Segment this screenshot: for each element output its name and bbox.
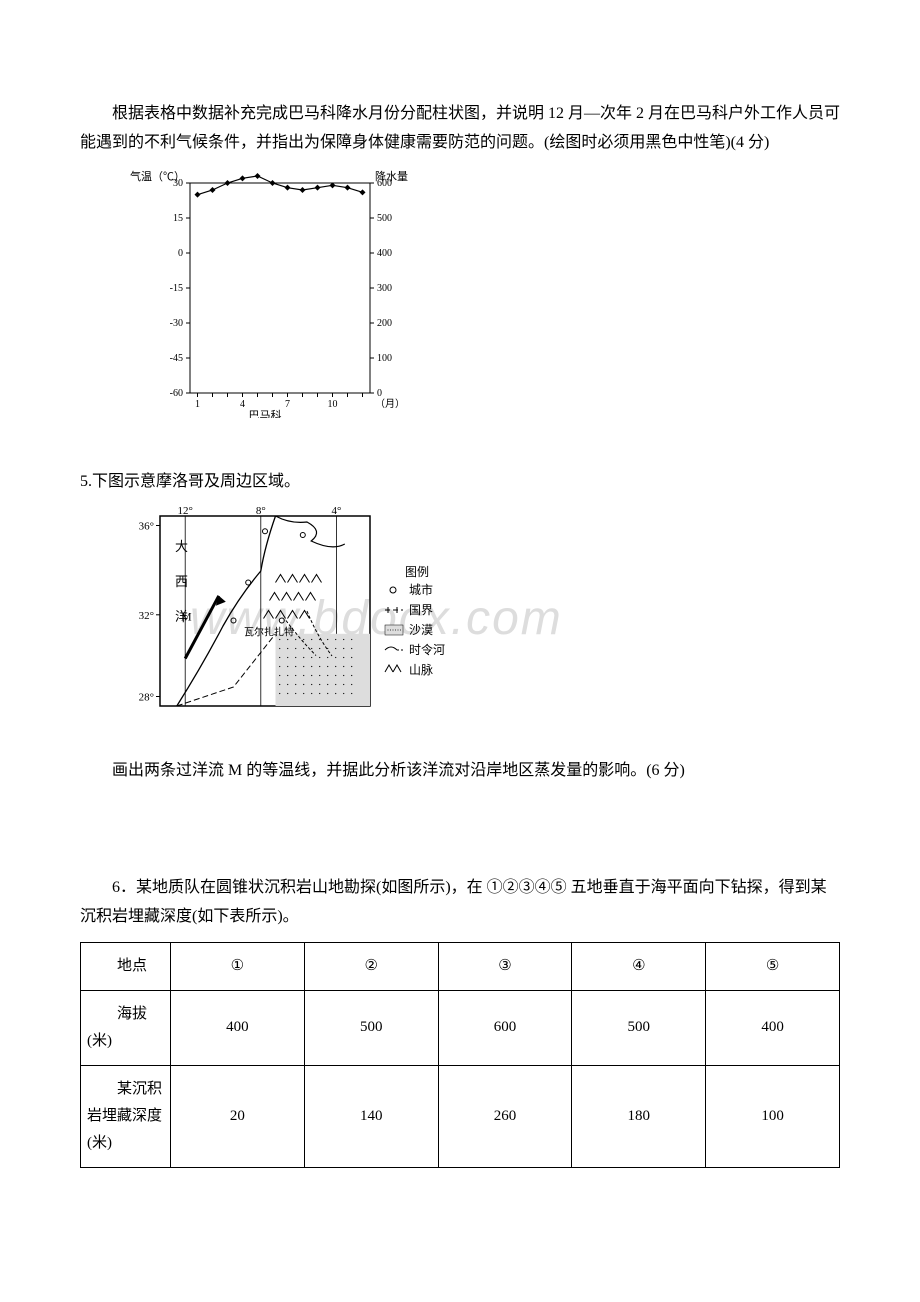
drill-table: 地点 ① ② ③ ④ ⑤ 海拔(米) 400 500 600 500 400 某… — [80, 942, 840, 1168]
svg-text:沙漠: 沙漠 — [409, 623, 433, 637]
svg-text:0: 0 — [377, 388, 382, 399]
cell: 400 — [706, 990, 840, 1065]
q5-intro: 5.下图示意摩洛哥及周边区域。 — [80, 468, 840, 497]
svg-text:-45: -45 — [170, 353, 183, 364]
svg-text:图例: 图例 — [405, 565, 429, 579]
cell: 260 — [438, 1065, 572, 1167]
svg-text:600: 600 — [377, 178, 392, 189]
table-row: 海拔(米) 400 500 600 500 400 — [81, 990, 840, 1065]
morocco-map-container: www.bdocx.com 12°8°4°36°32°28°大西洋M瓦尔扎扎特图… — [130, 506, 840, 737]
svg-text:30: 30 — [173, 178, 183, 189]
svg-text:32°: 32° — [139, 610, 154, 622]
svg-text:500: 500 — [377, 213, 392, 224]
svg-text:15: 15 — [173, 213, 183, 224]
svg-text:200: 200 — [377, 318, 392, 329]
svg-text:10: 10 — [328, 399, 338, 410]
table-row: 某沉积岩埋藏深度(米) 20 140 260 180 100 — [81, 1065, 840, 1167]
svg-text:7: 7 — [285, 399, 290, 410]
climate-chart-container: 气温（℃）降水量（mm）-60-45-30-150153001002003004… — [130, 168, 840, 418]
cell: 500 — [304, 990, 438, 1065]
svg-text:300: 300 — [377, 283, 392, 294]
svg-text:M: M — [181, 610, 192, 624]
svg-text:-15: -15 — [170, 283, 183, 294]
cell: 140 — [304, 1065, 438, 1167]
cell: ⑤ — [706, 942, 840, 990]
svg-text:-60: -60 — [170, 388, 183, 399]
cell: 500 — [572, 990, 706, 1065]
svg-text:100: 100 — [377, 353, 392, 364]
svg-text:36°: 36° — [139, 521, 154, 533]
table-row: 地点 ① ② ③ ④ ⑤ — [81, 942, 840, 990]
morocco-map: 12°8°4°36°32°28°大西洋M瓦尔扎扎特图例城市国界沙漠时令河山脉 — [130, 506, 490, 726]
cell: 400 — [171, 990, 305, 1065]
cell: 20 — [171, 1065, 305, 1167]
svg-text:28°: 28° — [139, 692, 154, 704]
q4-text: 根据表格中数据补充完成巴马科降水月份分配柱状图，并说明 12 月—次年 2 月在… — [80, 100, 840, 158]
cell-header: 某沉积岩埋藏深度(米) — [81, 1065, 171, 1167]
svg-text:4°: 4° — [331, 506, 341, 517]
q5-question: 画出两条过洋流 M 的等温线，并据此分析该洋流对沿岸地区蒸发量的影响。(6 分) — [80, 757, 840, 786]
cell: ③ — [438, 942, 572, 990]
cell: ② — [304, 942, 438, 990]
svg-text:（月）: （月） — [375, 398, 405, 410]
svg-text:西: 西 — [175, 574, 188, 589]
svg-text:大: 大 — [175, 539, 188, 554]
cell: 100 — [706, 1065, 840, 1167]
cell: ④ — [572, 942, 706, 990]
cell: ① — [171, 942, 305, 990]
svg-text:-30: -30 — [170, 318, 183, 329]
svg-text:瓦尔扎扎特: 瓦尔扎扎特 — [244, 626, 294, 639]
svg-text:1: 1 — [195, 399, 200, 410]
svg-text:山脉: 山脉 — [409, 662, 433, 677]
climate-chart: 气温（℃）降水量（mm）-60-45-30-150153001002003004… — [130, 168, 410, 418]
cell: 180 — [572, 1065, 706, 1167]
svg-text:400: 400 — [377, 248, 392, 259]
q6-text: 6．某地质队在圆锥状沉积岩山地勘探(如图所示)，在 ①②③④⑤ 五地垂直于海平面… — [80, 874, 840, 932]
svg-text:城市: 城市 — [409, 582, 433, 597]
cell: 600 — [438, 990, 572, 1065]
svg-text:4: 4 — [240, 399, 245, 410]
cell-header: 海拔(米) — [81, 990, 171, 1065]
svg-text:0: 0 — [178, 248, 183, 259]
svg-text:8°: 8° — [256, 506, 266, 517]
svg-text:12°: 12° — [177, 506, 192, 517]
svg-text:巴马科: 巴马科 — [249, 408, 282, 418]
svg-text:国界: 国界 — [409, 603, 433, 617]
cell-header: 地点 — [81, 942, 171, 990]
svg-text:时令河: 时令河 — [409, 642, 445, 657]
